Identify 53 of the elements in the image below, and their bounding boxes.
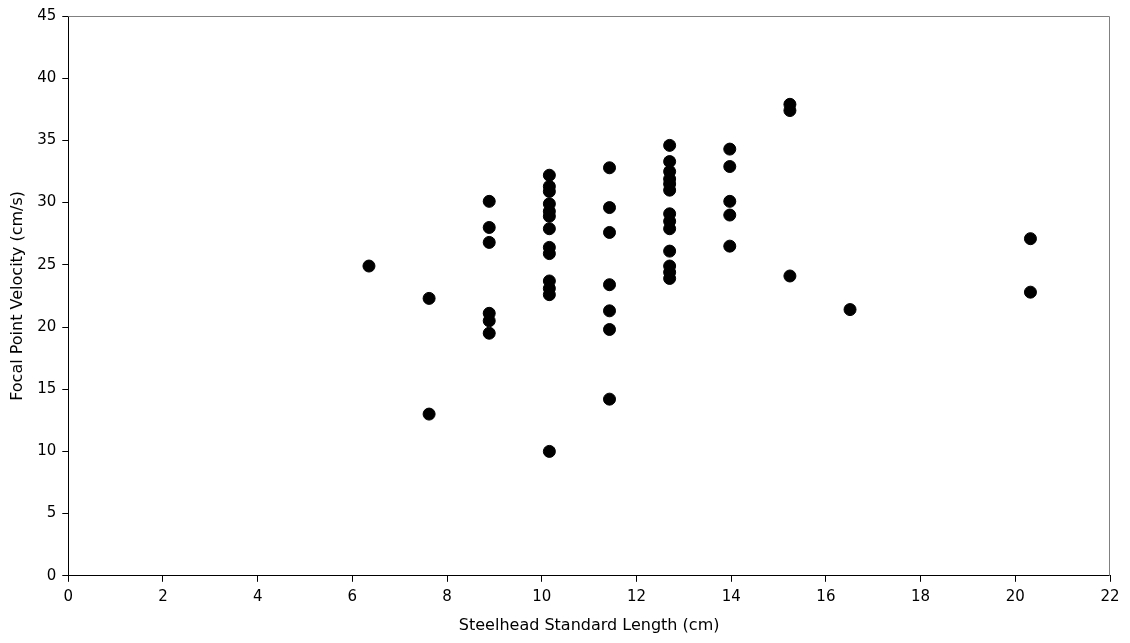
point [603,392,616,406]
point [783,269,797,283]
point [482,220,496,234]
point [723,194,737,208]
point [603,278,616,292]
y-tick-label: 30 [37,192,57,211]
point [603,201,616,215]
x-tick-label: 16 [816,586,836,605]
x-tick-label: 22 [1100,586,1120,605]
y-tick-label: 0 [46,565,57,584]
y-axis-title: Focal Point Velocity (cm/s) [6,190,26,401]
x-tick-label: 8 [442,586,452,605]
x-tick-label: 12 [626,586,647,605]
point [603,304,616,318]
point [663,138,677,152]
y-tick-label: 5 [46,503,57,522]
x-tick-label: 20 [1005,586,1025,605]
point [723,239,737,253]
y-tick-label: 10 [37,441,57,460]
point [422,407,436,421]
point [542,168,556,182]
x-tick-label: 4 [252,586,263,605]
y-tick-label: 25 [37,254,57,273]
y-tick-label: 45 [37,5,57,24]
point [482,194,496,208]
x-tick-label: 2 [158,586,168,605]
x-axis-title: Steelhead Standard Length (cm) [458,614,720,634]
y-tick-label: 20 [37,316,57,335]
y-tick-label: 15 [37,379,57,398]
point [362,259,376,273]
x-tick-label: 0 [63,586,74,605]
x-tick-label: 14 [721,586,741,605]
point [843,303,857,317]
point [542,222,556,236]
point [723,208,737,222]
point [1023,285,1037,299]
point [663,244,677,258]
point [723,160,737,174]
x-tick-label: 10 [532,586,552,605]
point [422,291,436,305]
point [603,322,616,336]
y-tick-label: 35 [37,130,57,149]
point [482,326,496,340]
x-tick-label: 18 [911,586,931,605]
point [723,142,737,156]
x-tick-label: 6 [347,586,358,605]
point [542,444,556,458]
point [482,235,496,249]
point [603,225,616,239]
point [482,314,496,328]
y-tick-label: 40 [37,68,57,87]
point [1023,232,1037,246]
point [603,161,616,175]
